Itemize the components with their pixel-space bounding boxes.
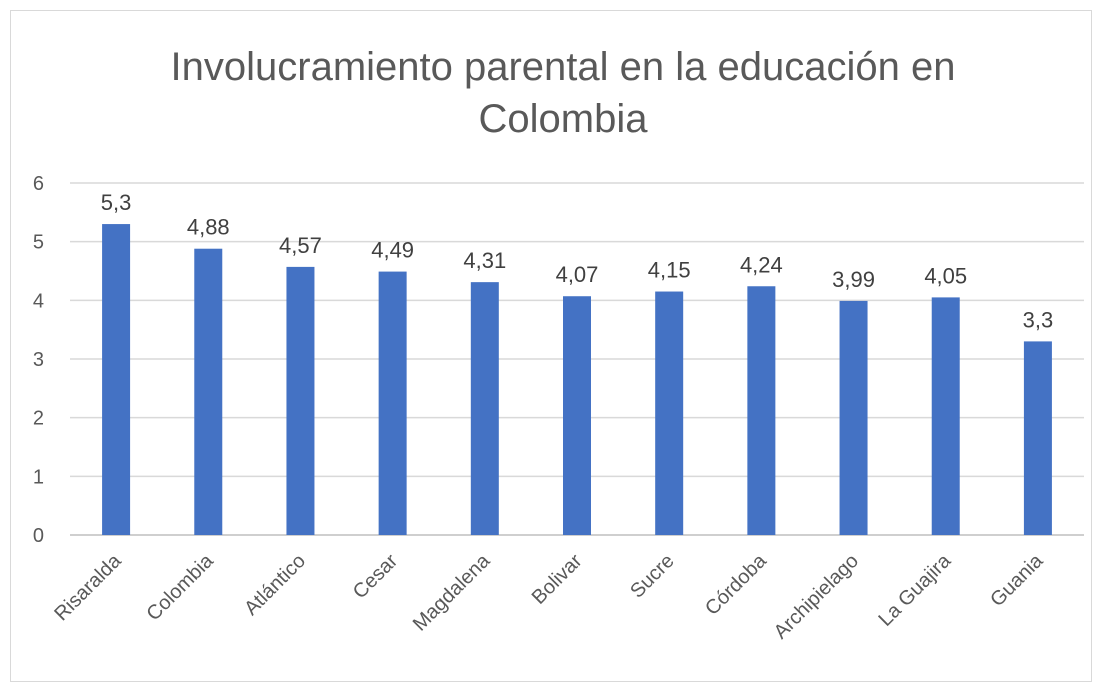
data-label: 4,49 (371, 238, 414, 263)
category-label: Cesar (349, 550, 403, 604)
bar (655, 291, 684, 535)
chart-title-line-2: Colombia (479, 97, 649, 141)
data-label: 4,31 (463, 248, 506, 273)
y-tick-label: 3 (33, 349, 44, 371)
y-tick-label: 1 (33, 466, 44, 488)
y-tick-label: 5 (33, 232, 44, 254)
category-label: Risaralda (50, 549, 126, 625)
category-label: Córdoba (701, 549, 771, 619)
category-label: Atlántico (240, 550, 310, 620)
bar (839, 300, 868, 535)
bar (194, 248, 223, 535)
bar (470, 282, 499, 535)
y-tick-label: 6 (33, 173, 44, 195)
bar (931, 297, 960, 535)
category-label: La Guajira (874, 549, 955, 630)
category-label: Magdalena (409, 549, 495, 635)
bar (1023, 341, 1052, 535)
bar (378, 271, 407, 535)
bar (286, 266, 315, 535)
y-tick-label: 4 (33, 290, 44, 312)
bar (563, 296, 591, 535)
category-label: Sucre (626, 550, 679, 603)
category-label: Bolivar (528, 550, 587, 609)
y-tick-label: 0 (33, 525, 44, 547)
data-label: 4,15 (648, 258, 691, 283)
bars (102, 224, 1052, 536)
data-label: 4,57 (279, 233, 322, 258)
x-axis-categories: Risaralda Colombia Atlántico Cesar Magdalena… (50, 549, 1048, 643)
data-label: 3,3 (1023, 307, 1054, 332)
data-label: 3,99 (832, 267, 875, 292)
chart-frame (10, 10, 1092, 682)
bar (102, 224, 131, 536)
chart-title-line-1: Involucramiento parental en la educación… (171, 45, 956, 89)
data-label: 4,07 (556, 262, 599, 287)
category-label: Archipielago (770, 550, 863, 643)
data-label: 4,24 (740, 252, 783, 277)
data-label: 4,05 (924, 263, 967, 288)
bar (747, 286, 776, 535)
y-tick-label: 2 (33, 408, 44, 430)
data-labels: 5,3 4,88 4,57 4,49 4,31 4,07 4,15 4,24 3,99 4,05 3… (101, 190, 1053, 332)
data-label: 4,88 (187, 215, 230, 240)
y-axis-ticks: 0 1 2 3 4 5 6 (33, 173, 44, 547)
category-label: Colombia (143, 549, 219, 625)
category-label: Guania (986, 549, 1048, 611)
data-label: 5,3 (101, 190, 132, 215)
